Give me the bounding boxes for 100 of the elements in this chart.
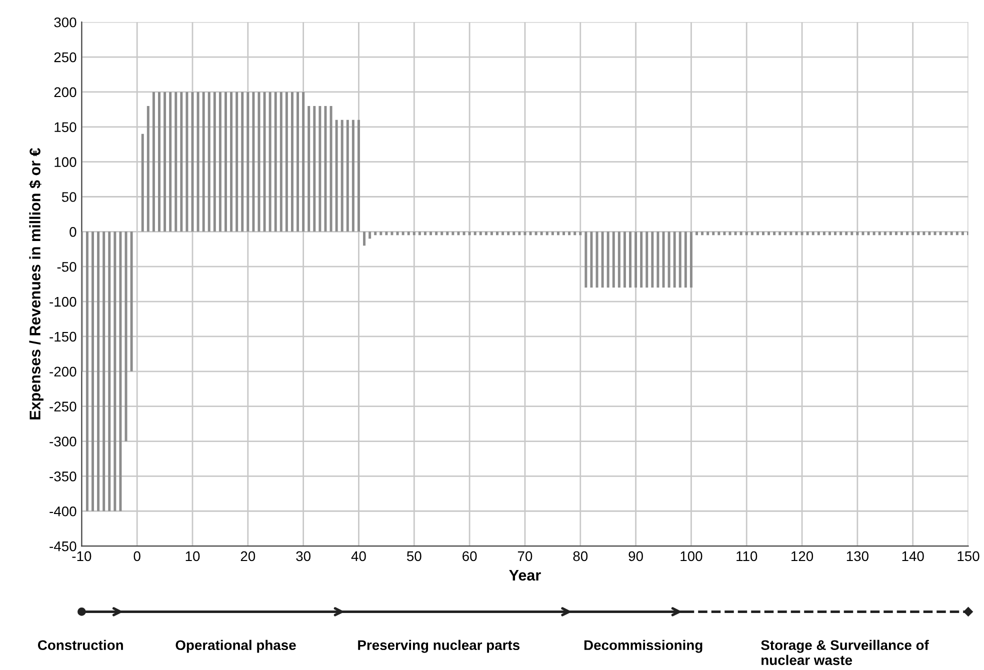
bar xyxy=(834,232,837,236)
bar xyxy=(86,232,88,512)
bar xyxy=(252,92,255,232)
x-tick-label: 140 xyxy=(902,551,924,562)
bar xyxy=(92,232,94,512)
bar xyxy=(368,232,372,239)
x-tick-label: 150 xyxy=(958,551,980,562)
bar xyxy=(490,232,493,236)
bar xyxy=(745,232,748,236)
x-tick-label: 90 xyxy=(628,551,643,562)
bar xyxy=(906,232,909,236)
bar xyxy=(330,106,332,232)
bar xyxy=(706,232,710,236)
bar xyxy=(701,232,704,236)
y-tick-label: -200 xyxy=(50,366,76,377)
bar xyxy=(396,232,399,236)
bar xyxy=(402,232,404,236)
bar xyxy=(634,232,638,288)
bar xyxy=(773,232,776,236)
bar xyxy=(944,232,948,236)
bar xyxy=(363,232,366,246)
bar xyxy=(768,232,770,236)
bar xyxy=(529,232,532,236)
y-tick-label: 50 xyxy=(62,192,76,202)
y-tick-label: 200 xyxy=(54,87,76,98)
bar xyxy=(224,92,227,232)
bar xyxy=(790,232,792,236)
x-tick-label: 70 xyxy=(518,551,532,562)
bar xyxy=(164,92,166,232)
y-tick-label: -100 xyxy=(50,296,76,307)
bar xyxy=(218,92,222,232)
bar xyxy=(202,92,205,232)
bar xyxy=(939,232,942,236)
bar xyxy=(817,232,820,236)
bar xyxy=(950,232,953,236)
x-tick-label: 50 xyxy=(406,551,422,562)
bar xyxy=(806,232,809,236)
bar xyxy=(146,106,150,232)
bar xyxy=(822,232,826,236)
bar xyxy=(800,232,804,236)
bar xyxy=(313,106,316,232)
bar xyxy=(862,232,864,236)
bar xyxy=(568,232,571,236)
bar xyxy=(718,232,720,236)
y-tick-label: -350 xyxy=(50,472,76,482)
bar xyxy=(723,232,726,236)
bar xyxy=(290,92,294,232)
bar xyxy=(208,92,210,232)
bar xyxy=(296,92,300,232)
x-tick-label: 10 xyxy=(186,551,200,562)
y-tick-label: -400 xyxy=(50,506,76,516)
bar xyxy=(556,232,560,236)
bar xyxy=(828,232,831,236)
bar xyxy=(884,232,886,236)
text: Decommissioning xyxy=(584,640,702,653)
y-tick-label: -300 xyxy=(50,436,76,446)
bar xyxy=(917,232,920,236)
bar xyxy=(778,232,782,236)
bar xyxy=(280,92,282,232)
bar xyxy=(191,92,194,232)
bar xyxy=(795,232,798,236)
x-tick-label: 60 xyxy=(462,551,477,562)
bar xyxy=(346,120,349,232)
bar xyxy=(241,92,244,232)
bar xyxy=(246,92,250,232)
text: Construction xyxy=(38,640,123,650)
bar xyxy=(762,232,764,236)
x-tick-label: 130 xyxy=(846,551,868,562)
bar xyxy=(452,232,454,236)
bar xyxy=(263,92,266,232)
bar xyxy=(678,232,682,288)
bar xyxy=(574,232,576,236)
bar xyxy=(302,92,305,232)
bar xyxy=(430,232,432,236)
bar xyxy=(114,232,116,512)
bar xyxy=(584,232,588,288)
bar xyxy=(462,232,466,236)
x-tick-label: 40 xyxy=(351,551,366,562)
bar xyxy=(750,232,754,236)
x-axis-title: Year xyxy=(509,570,541,581)
bar xyxy=(502,232,504,236)
bar xyxy=(335,120,338,232)
x-tick-label: 20 xyxy=(240,551,256,562)
bar xyxy=(623,232,626,288)
text: Operational phase xyxy=(176,640,296,653)
bar xyxy=(119,232,122,512)
bar xyxy=(479,232,482,236)
bar xyxy=(590,232,593,288)
bar xyxy=(894,232,898,236)
bar xyxy=(418,232,421,236)
y-axis-title: Expenses / Revenues in million $ or € xyxy=(28,148,44,420)
bar xyxy=(856,232,859,236)
bar xyxy=(656,232,660,288)
x-tick-label: 80 xyxy=(573,551,588,562)
bar xyxy=(130,232,133,372)
y-tick-label: -50 xyxy=(57,262,76,272)
bar xyxy=(728,232,732,236)
bar xyxy=(961,232,964,236)
bar xyxy=(579,232,582,236)
bar xyxy=(186,92,188,232)
